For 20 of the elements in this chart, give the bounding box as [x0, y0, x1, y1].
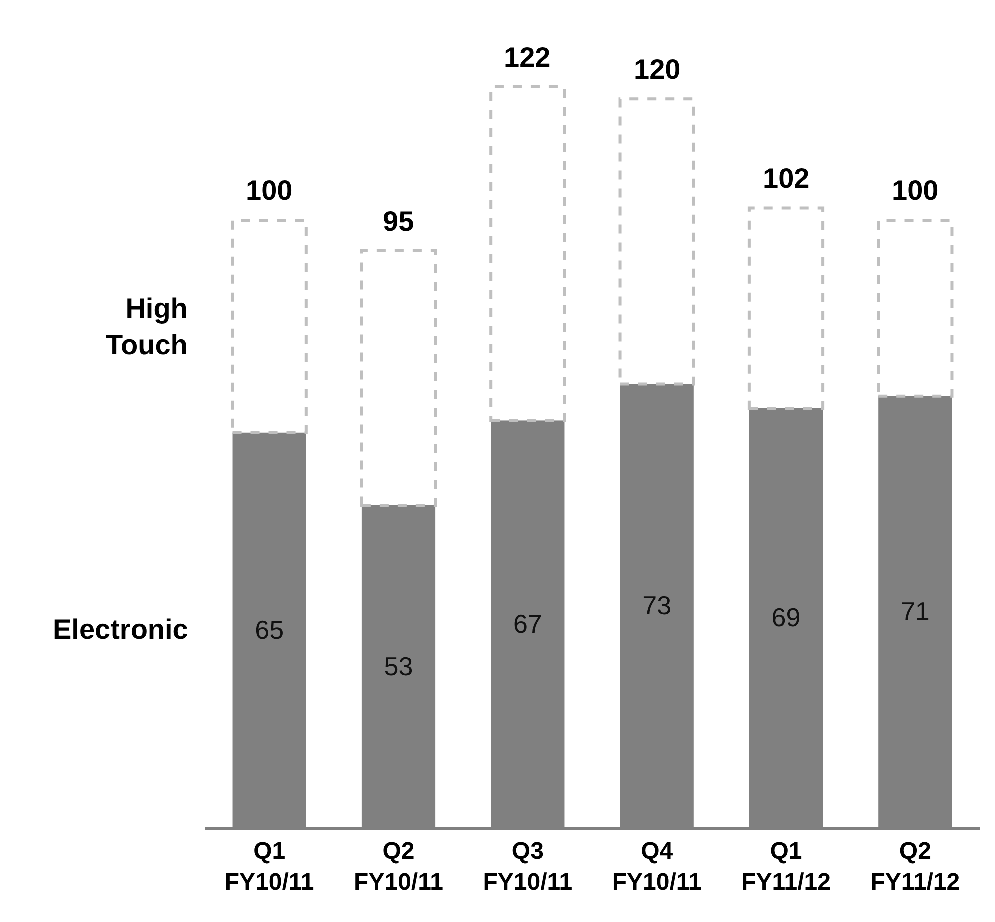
x-tick-label: Q2 FY11/12 — [870, 838, 960, 896]
series-label: Electronic — [53, 614, 188, 645]
total-label: 122 — [504, 42, 551, 73]
x-tick-label: Q1 FY11/12 — [742, 838, 831, 896]
total-label: 95 — [383, 206, 414, 237]
total-label: 100 — [246, 175, 293, 206]
x-tick-label: Q2 FY10/11 — [354, 838, 444, 896]
x-tick-label: Q3 FY10/11 — [483, 838, 573, 896]
total-label: 100 — [892, 175, 939, 206]
total-label: 120 — [634, 54, 681, 85]
data-label: 71 — [900, 596, 930, 627]
data-label: 69 — [772, 602, 801, 633]
total-label: 102 — [763, 163, 810, 194]
data-label: 67 — [513, 608, 542, 639]
data-label: 53 — [384, 651, 414, 682]
x-tick-label: Q1 FY10/11 — [224, 838, 314, 896]
x-tick-label: Q4 FY10/11 — [612, 838, 702, 896]
data-label: 65 — [255, 614, 284, 645]
data-label: 73 — [642, 590, 672, 621]
series-label: High Touch — [106, 293, 188, 360]
